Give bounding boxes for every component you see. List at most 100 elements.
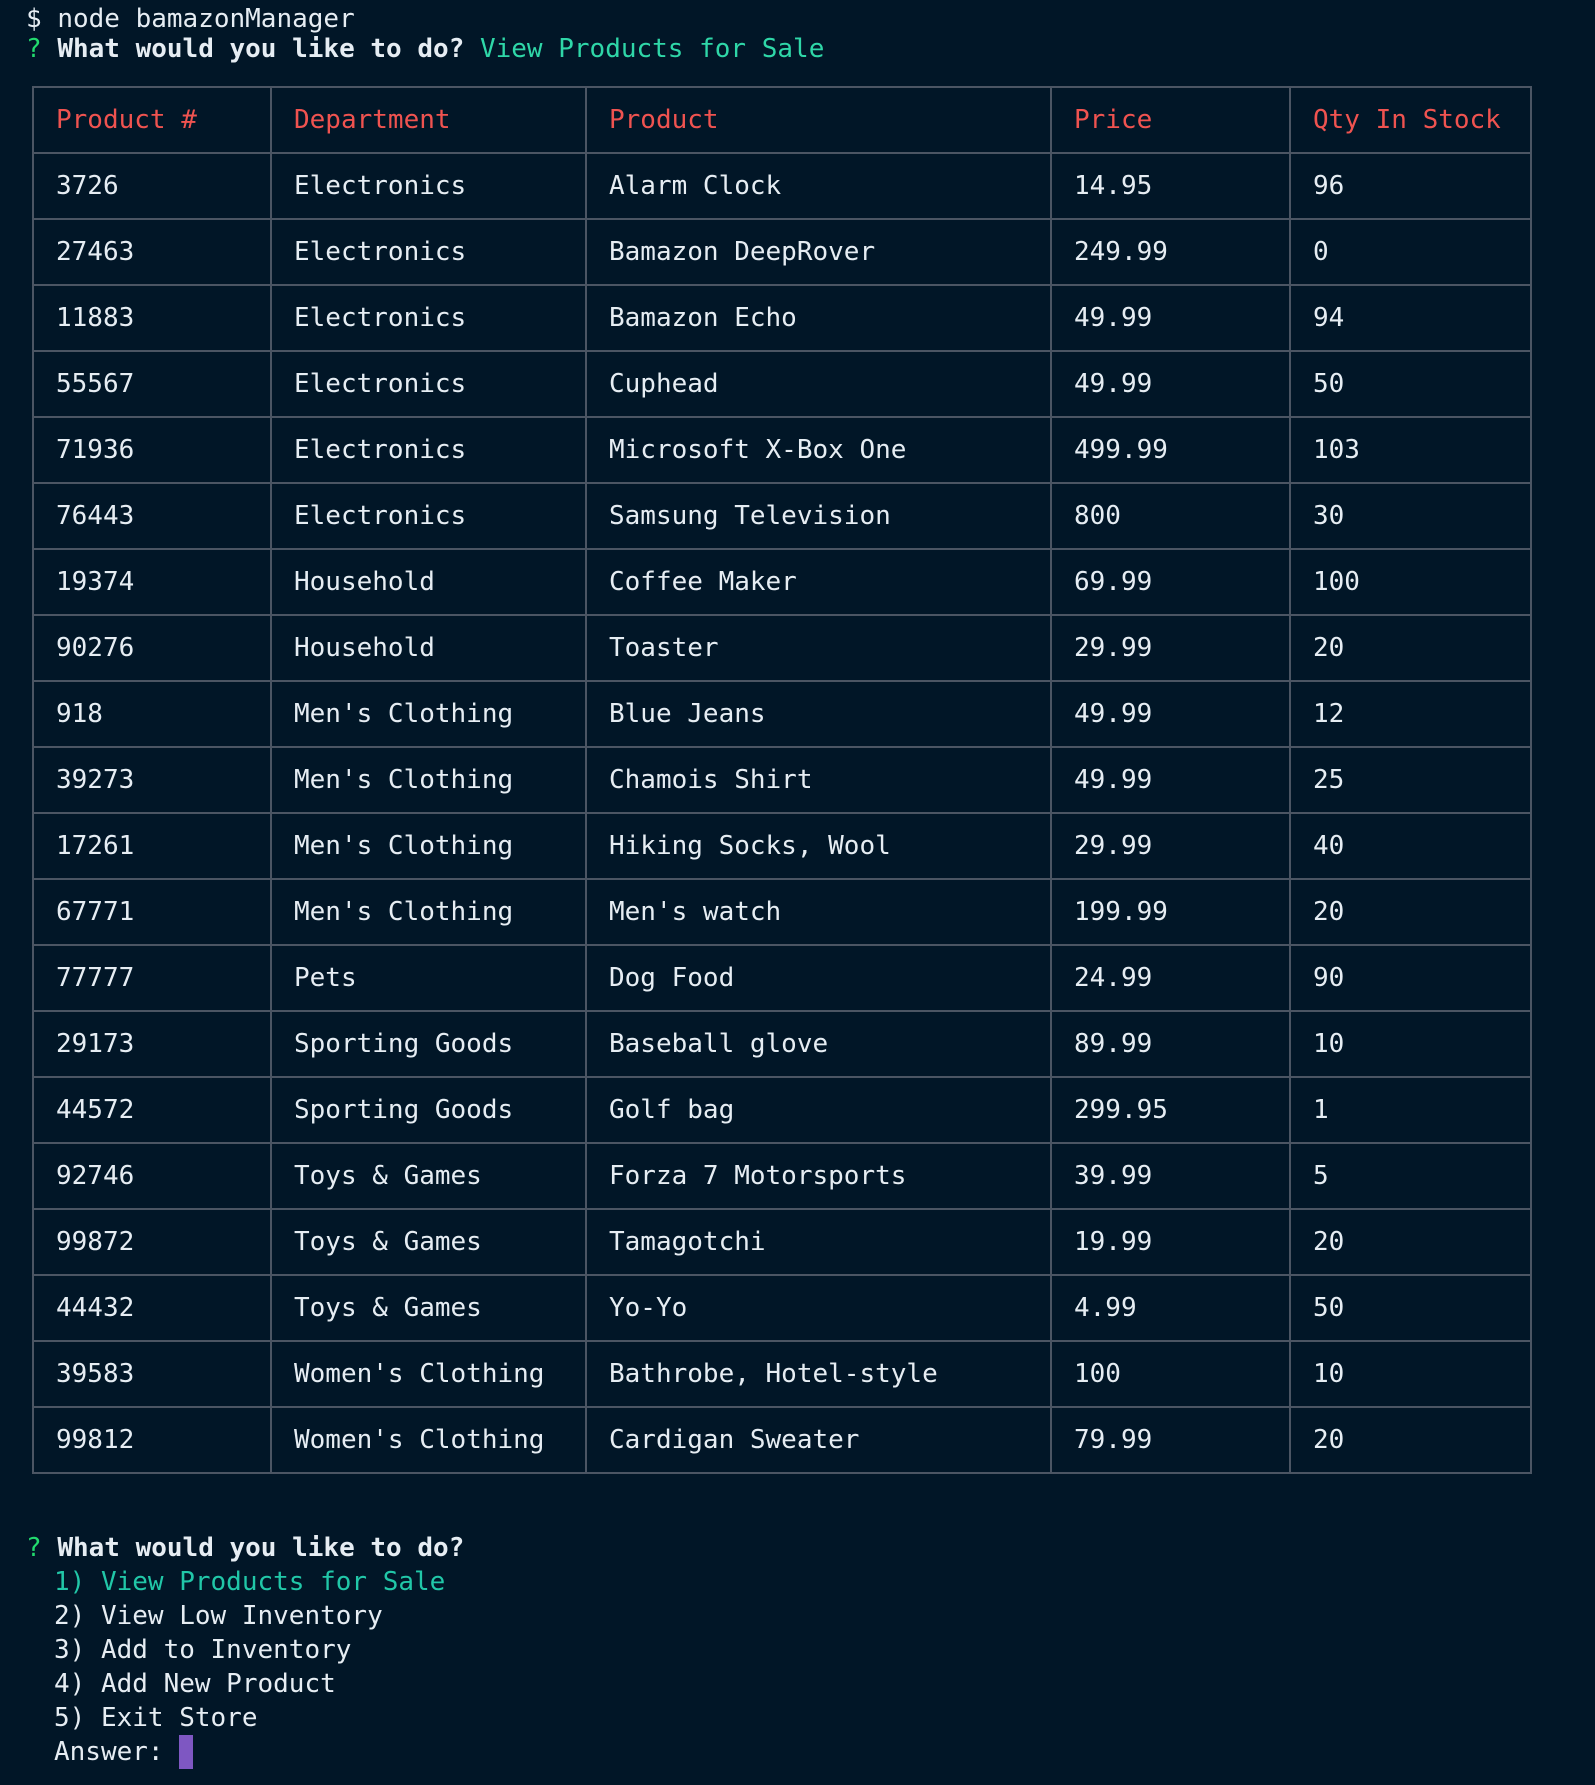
command-line: $ node bamazonManager (26, 2, 355, 36)
cell-product-number: 76443 (32, 482, 272, 550)
text-cursor[interactable] (179, 1735, 194, 1769)
cell-product: Hiking Socks, Wool (585, 812, 1052, 880)
cell-price: 49.99 (1050, 284, 1291, 352)
cell-department: Pets (270, 944, 587, 1012)
menu-option-1[interactable]: 1) View Products for Sale (54, 1567, 446, 1597)
cell-product-number: 99812 (32, 1406, 272, 1474)
cell-department: Electronics (270, 152, 587, 220)
cell-qty-in-stock: 50 (1289, 1274, 1532, 1342)
question-answer: View Products for Sale (479, 34, 825, 64)
question-mark-icon: ? (26, 34, 42, 64)
cell-qty-in-stock: 25 (1289, 746, 1532, 814)
cell-department: Electronics (270, 416, 587, 484)
cell-product-number: 918 (32, 680, 272, 748)
cell-qty-in-stock: 94 (1289, 284, 1532, 352)
cell-product-number: 55567 (32, 350, 272, 418)
menu-option-4[interactable]: 4) Add New Product (54, 1669, 336, 1699)
cell-department: Men's Clothing (270, 812, 587, 880)
cell-price: 39.99 (1050, 1142, 1291, 1210)
cell-product-number: 44432 (32, 1274, 272, 1342)
cell-product: Cardigan Sweater (585, 1406, 1052, 1474)
cell-qty-in-stock: 12 (1289, 680, 1532, 748)
cell-price: 19.99 (1050, 1208, 1291, 1276)
cell-department: Men's Clothing (270, 878, 587, 946)
cell-product: Tamagotchi (585, 1208, 1052, 1276)
cell-product-number: 99872 (32, 1208, 272, 1276)
cell-product-number: 39583 (32, 1340, 272, 1408)
menu-option-2[interactable]: 2) View Low Inventory (54, 1601, 383, 1631)
cell-department: Toys & Games (270, 1142, 587, 1210)
cell-qty-in-stock: 40 (1289, 812, 1532, 880)
table-row: 44572 Sporting Goods Golf bag 299.95 1 (32, 1076, 1532, 1144)
cell-product: Bamazon DeepRover (585, 218, 1052, 286)
cell-qty-in-stock: 96 (1289, 152, 1532, 220)
cell-qty-in-stock: 20 (1289, 1208, 1532, 1276)
cell-price: 49.99 (1050, 350, 1291, 418)
cell-product: Men's watch (585, 878, 1052, 946)
table-body: 3726 Electronics Alarm Clock 14.95 96 27463 El… (32, 152, 1532, 1474)
cell-product-number: 44572 (32, 1076, 272, 1144)
cell-product: Coffee Maker (585, 548, 1052, 616)
cell-qty-in-stock: 90 (1289, 944, 1532, 1012)
header-price: Price (1050, 86, 1291, 154)
cell-qty-in-stock: 10 (1289, 1010, 1532, 1078)
cell-product: Bathrobe, Hotel-style (585, 1340, 1052, 1408)
cell-department: Electronics (270, 482, 587, 550)
cell-qty-in-stock: 10 (1289, 1340, 1532, 1408)
question-text: What would you like to do? (57, 34, 465, 64)
cell-department: Electronics (270, 350, 587, 418)
cell-qty-in-stock: 20 (1289, 1406, 1532, 1474)
cell-department: Sporting Goods (270, 1010, 587, 1078)
cell-product: Dog Food (585, 944, 1052, 1012)
shell-prompt: $ (26, 4, 42, 34)
cell-product-number: 19374 (32, 548, 272, 616)
cell-price: 69.99 (1050, 548, 1291, 616)
cell-product-number: 90276 (32, 614, 272, 682)
table-row: 99812 Women's Clothing Cardigan Sweater 79.… (32, 1406, 1532, 1474)
table-row: 92746 Toys & Games Forza 7 Motorsports 39.9… (32, 1142, 1532, 1210)
cell-product: Chamois Shirt (585, 746, 1052, 814)
cell-department: Household (270, 548, 587, 616)
cell-department: Electronics (270, 284, 587, 352)
cell-department: Sporting Goods (270, 1076, 587, 1144)
answer-input-line[interactable]: Answer: (54, 1735, 194, 1769)
cell-department: Men's Clothing (270, 746, 587, 814)
products-table: Product # Department Product Price Qty I… (32, 86, 1532, 1474)
table-row: 11883 Electronics Bamazon Echo 49.99 94 (32, 284, 1532, 352)
cell-price: 79.99 (1050, 1406, 1291, 1474)
table-row: 39583 Women's Clothing Bathrobe, Hotel-sty… (32, 1340, 1532, 1408)
cell-product: Baseball glove (585, 1010, 1052, 1078)
cell-product-number: 27463 (32, 218, 272, 286)
cell-price: 499.99 (1050, 416, 1291, 484)
cell-qty-in-stock: 50 (1289, 350, 1532, 418)
cell-price: 49.99 (1050, 680, 1291, 748)
cell-price: 299.95 (1050, 1076, 1291, 1144)
cell-qty-in-stock: 103 (1289, 416, 1532, 484)
table-row: 918 Men's Clothing Blue Jeans 49.99 12 (32, 680, 1532, 748)
header-product-number: Product # (32, 86, 272, 154)
question-text: What would you like to do? (57, 1533, 465, 1563)
cell-product: Yo-Yo (585, 1274, 1052, 1342)
cell-product: Bamazon Echo (585, 284, 1052, 352)
menu-option-5[interactable]: 5) Exit Store (54, 1703, 258, 1733)
cell-product: Microsoft X-Box One (585, 416, 1052, 484)
cell-product-number: 11883 (32, 284, 272, 352)
cell-price: 800 (1050, 482, 1291, 550)
cell-product: Blue Jeans (585, 680, 1052, 748)
cell-product-number: 17261 (32, 812, 272, 880)
question-line-1: ? What would you like to do? View Produc… (26, 32, 824, 66)
cell-product-number: 77777 (32, 944, 272, 1012)
command-text: node bamazonManager (57, 4, 355, 34)
cell-product-number: 3726 (32, 152, 272, 220)
cell-qty-in-stock: 1 (1289, 1076, 1532, 1144)
cell-product-number: 39273 (32, 746, 272, 814)
table-row: 39273 Men's Clothing Chamois Shirt 49.99 25 (32, 746, 1532, 814)
cell-price: 29.99 (1050, 812, 1291, 880)
question-mark-icon: ? (26, 1533, 42, 1563)
cell-department: Electronics (270, 218, 587, 286)
cell-price: 199.99 (1050, 878, 1291, 946)
header-product: Product (585, 86, 1052, 154)
cell-price: 249.99 (1050, 218, 1291, 286)
cell-product: Golf bag (585, 1076, 1052, 1144)
menu-option-3[interactable]: 3) Add to Inventory (54, 1635, 352, 1665)
